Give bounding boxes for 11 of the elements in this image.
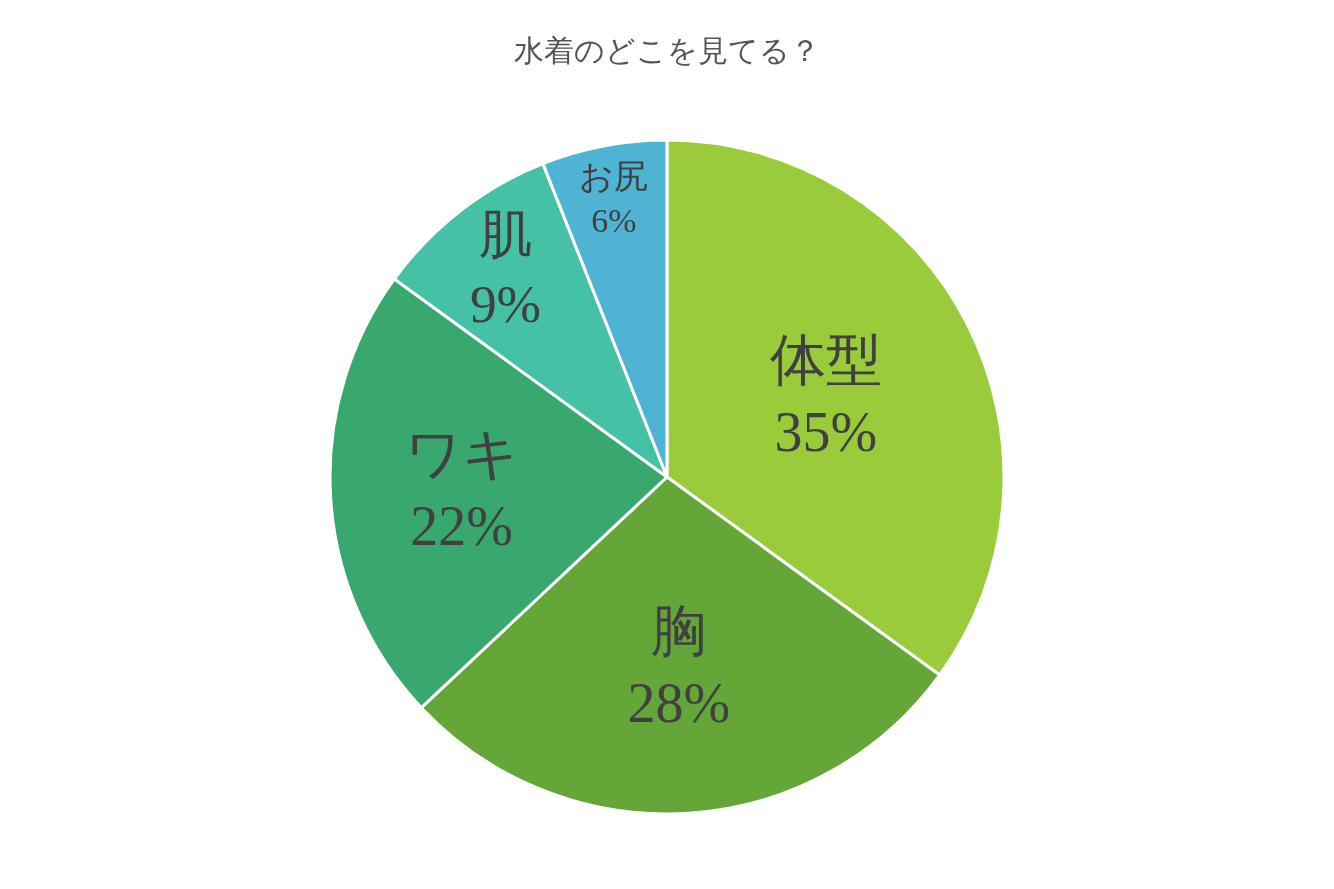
slice-label: 体型: [769, 328, 882, 391]
slice-label: お尻: [579, 157, 649, 195]
slice-label: 胸: [650, 599, 707, 662]
data-label: 28%: [627, 672, 731, 735]
data-label: 35%: [774, 401, 878, 464]
slice-label: 肌: [479, 204, 533, 265]
data-label: 22%: [410, 495, 513, 558]
data-label: 9%: [469, 273, 542, 334]
slice-label: ワキ: [404, 422, 519, 485]
data-label: 6%: [591, 201, 637, 239]
chart-title: 水着のどこを見てる？: [514, 34, 820, 68]
